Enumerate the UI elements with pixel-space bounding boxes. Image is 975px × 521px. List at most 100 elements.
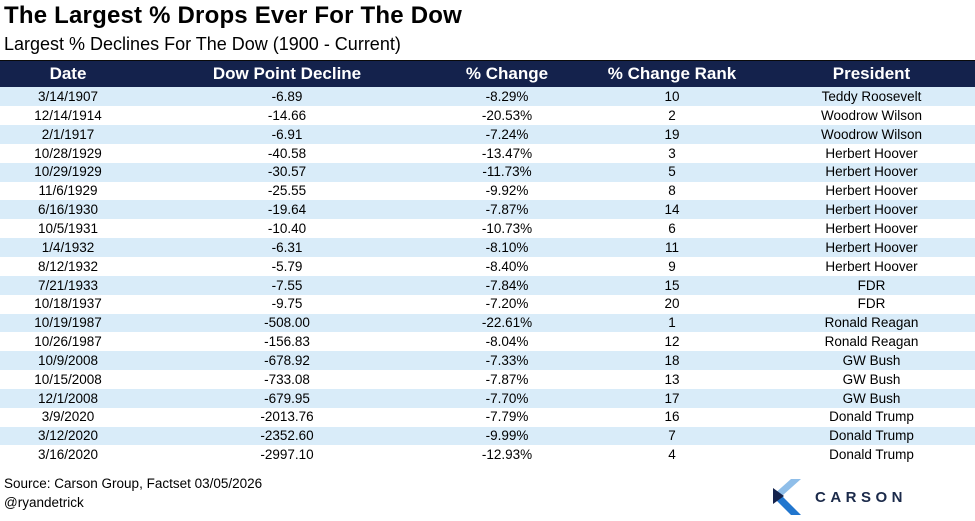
table-row: 10/19/1987 -508.00 -22.61% 1 Ronald Reagan bbox=[0, 313, 975, 333]
table-cell: -9.92% bbox=[485, 183, 529, 199]
table-cell: -8.10% bbox=[485, 239, 529, 255]
table-cell: 4 bbox=[668, 447, 676, 463]
table-cell: 6/16/1930 bbox=[37, 202, 99, 218]
table-row: 10/26/1987 -156.83 -8.04% 12 Ronald Reagan bbox=[0, 332, 975, 352]
table-cell: -14.66 bbox=[267, 107, 307, 123]
table-cell: Ronald Reagan bbox=[824, 334, 919, 350]
table-cell: -7.70% bbox=[485, 390, 529, 406]
table-cell: -8.40% bbox=[485, 258, 529, 274]
table-cell: 18 bbox=[664, 352, 680, 368]
table-body: 3/14/1907 -6.89 -8.29% 10 Teddy Roosevelt 12/… bbox=[0, 87, 975, 465]
table-cell: Herbert Hoover bbox=[825, 164, 918, 180]
table-cell: -156.83 bbox=[264, 334, 310, 350]
source-text: Source: Carson Group, Factset 03/05/2026 bbox=[4, 476, 263, 492]
table-cell: GW Bush bbox=[842, 352, 901, 368]
table-cell: 3/14/1907 bbox=[37, 89, 99, 105]
table-row: 6/16/1930 -19.64 -7.87% 14 Herbert Hoover bbox=[0, 200, 975, 220]
source-block: Source: Carson Group, Factset 03/05/2026… bbox=[4, 475, 262, 512]
table-cell: -679.95 bbox=[264, 390, 310, 406]
table-row: 1/4/1932 -6.31 -8.10% 11 Herbert Hoover bbox=[0, 238, 975, 257]
table-cell: -7.33% bbox=[485, 352, 529, 368]
table-cell: 10/28/1929 bbox=[34, 145, 102, 161]
table-cell: 2/1/1917 bbox=[41, 126, 95, 142]
table-cell: -7.84% bbox=[485, 277, 529, 293]
table-cell: Donald Trump bbox=[829, 447, 914, 463]
table-cell: Teddy Roosevelt bbox=[821, 89, 922, 105]
column-header-date: Date bbox=[0, 60, 136, 88]
table-cell: Woodrow Wilson bbox=[820, 126, 923, 142]
table-cell: 10/29/1929 bbox=[34, 164, 102, 180]
twitter-handle: @ryandetrick bbox=[4, 494, 84, 510]
table-row: 10/9/2008 -678.92 -7.33% 18 GW Bush bbox=[0, 351, 975, 371]
table-cell: 3/9/2020 bbox=[41, 409, 95, 425]
table-cell: Herbert Hoover bbox=[825, 202, 918, 218]
table-cell: -733.08 bbox=[264, 371, 310, 387]
table-cell: Woodrow Wilson bbox=[820, 107, 923, 123]
table-cell: Donald Trump bbox=[829, 428, 914, 444]
table-row: 10/5/1931 -10.40 -10.73% 6 Herbert Hoover bbox=[0, 219, 975, 239]
table-cell: 17 bbox=[664, 390, 680, 406]
table-cell: GW Bush bbox=[842, 390, 901, 406]
column-header-president: President bbox=[768, 60, 975, 88]
table-cell: 12 bbox=[664, 334, 680, 350]
table-cell: 15 bbox=[664, 277, 680, 293]
table-cell: 10/5/1931 bbox=[37, 220, 99, 236]
table-cell: -12.93% bbox=[481, 447, 533, 463]
table-cell: -7.24% bbox=[485, 126, 529, 142]
table-cell: -19.64 bbox=[267, 202, 307, 218]
table-cell: -20.53% bbox=[481, 107, 533, 123]
table-row: 10/15/2008 -733.08 -7.87% 13 GW Bush bbox=[0, 370, 975, 389]
page-subtitle: Largest % Declines For The Dow (1900 - C… bbox=[4, 33, 401, 54]
table-cell: 8 bbox=[668, 183, 676, 199]
table-cell: 20 bbox=[664, 296, 680, 312]
table-cell: Donald Trump bbox=[829, 409, 914, 425]
table-cell: FDR bbox=[857, 277, 886, 293]
table-cell: 7 bbox=[668, 428, 676, 444]
table-cell: GW Bush bbox=[842, 371, 901, 387]
table-cell: -2352.60 bbox=[260, 428, 314, 444]
table-cell: -6.31 bbox=[271, 239, 303, 255]
table-row: 3/16/2020 -2997.10 -12.93% 4 Donald Trump bbox=[0, 445, 975, 465]
table-cell: 3/16/2020 bbox=[37, 447, 99, 463]
table-cell: 12/1/2008 bbox=[37, 390, 99, 406]
table-cell: 3 bbox=[668, 145, 676, 161]
carson-chevron-icon bbox=[772, 479, 801, 516]
table-cell: 10/15/2008 bbox=[34, 371, 102, 387]
table-cell: -6.91 bbox=[271, 126, 303, 142]
table-row: 3/14/1907 -6.89 -8.29% 10 Teddy Roosevelt bbox=[0, 87, 975, 107]
table-cell: Herbert Hoover bbox=[825, 258, 918, 274]
table-cell: Ronald Reagan bbox=[824, 315, 919, 331]
table-cell: 11/6/1929 bbox=[38, 183, 98, 199]
table-cell: -10.73% bbox=[481, 220, 533, 236]
table-cell: -11.73% bbox=[482, 164, 532, 180]
table-cell: -2013.76 bbox=[260, 409, 314, 425]
table-cell: 3/12/2020 bbox=[37, 428, 99, 444]
table-cell: -2997.10 bbox=[260, 447, 314, 463]
table-header-row: Date Dow Point Decline % Change % Change… bbox=[0, 60, 975, 88]
table-cell: 11 bbox=[664, 239, 679, 255]
table-cell: -40.58 bbox=[267, 145, 307, 161]
table-cell: -13.47% bbox=[481, 145, 533, 161]
table-row: 11/6/1929 -25.55 -9.92% 8 Herbert Hoover bbox=[0, 181, 975, 201]
column-header-percent-change: % Change bbox=[438, 60, 576, 88]
table-row: 10/18/1937 -9.75 -7.20% 20 FDR bbox=[0, 294, 975, 314]
footer: Source: Carson Group, Factset 03/05/2026… bbox=[0, 475, 975, 517]
table-cell: 6 bbox=[668, 220, 676, 236]
column-header-dow-point-decline: Dow Point Decline bbox=[136, 60, 438, 88]
dow-drops-table: Date Dow Point Decline % Change % Change… bbox=[0, 60, 975, 465]
table-cell: 16 bbox=[664, 409, 680, 425]
table-row: 10/29/1929 -30.57 -11.73% 5 Herbert Hoover bbox=[0, 162, 975, 182]
table-cell: -7.87% bbox=[485, 371, 529, 387]
table-cell: FDR bbox=[857, 296, 886, 312]
table-cell: -7.20% bbox=[485, 296, 529, 312]
table-cell: 5 bbox=[668, 164, 676, 180]
table-cell: 10/26/1987 bbox=[34, 334, 102, 350]
table-cell: -8.29% bbox=[485, 89, 529, 105]
table-cell: -6.89 bbox=[271, 89, 303, 105]
table-row: 2/1/1917 -6.91 -7.24% 19 Woodrow Wilson bbox=[0, 125, 975, 144]
table-cell: -9.75 bbox=[271, 296, 303, 312]
table-cell: 13 bbox=[664, 371, 680, 387]
table-cell: 9 bbox=[668, 258, 676, 274]
table-row: 3/12/2020 -2352.60 -9.99% 7 Donald Trump bbox=[0, 426, 975, 446]
